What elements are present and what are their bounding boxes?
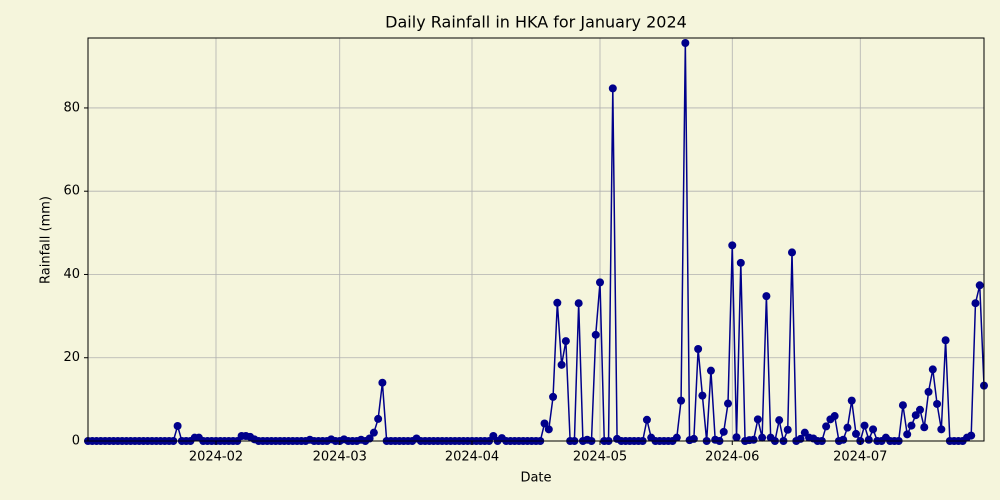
data-point [924,387,933,396]
x-tick-label: 2024-07 [833,450,887,465]
data-point [822,422,831,431]
data-point [173,422,182,431]
y-tick-label: 80 [63,100,80,115]
data-point [839,435,848,444]
data-point [596,278,604,287]
data-point [677,396,686,405]
x-tick-label: 2024-02 [189,450,243,465]
data-point [928,365,937,374]
chart-title: Daily Rainfall in HKA for January 2024 [385,13,687,32]
y-tick-label: 0 [72,434,80,449]
data-point [911,411,920,420]
data-point [907,421,916,430]
data-point [719,427,728,436]
data-point [847,396,856,405]
data-point [724,399,732,408]
x-tick-label: 2024-04 [445,450,499,465]
data-point [369,428,378,437]
x-tick-label: 2024-05 [573,450,627,465]
data-point [975,281,984,290]
data-point [749,435,758,444]
data-point [689,434,698,443]
data-point [540,419,549,428]
x-tick-label: 2024-03 [313,450,367,465]
y-tick-label: 40 [63,267,80,282]
data-point [788,248,796,257]
data-point [681,38,690,47]
data-point [608,84,617,93]
data-point [549,392,558,401]
data-point [937,425,946,434]
data-point [753,415,762,424]
x-tick-label: 2024-06 [705,450,759,465]
data-point [544,425,553,434]
data-point [591,330,600,339]
data-point [728,241,737,250]
data-point [762,292,771,301]
data-point [783,425,792,434]
data-point [374,414,383,423]
x-axis-label: Date [520,471,551,486]
data-point [561,337,570,346]
data-point [553,298,562,307]
data-point [971,299,980,308]
data-point [694,344,703,353]
data-point [843,423,852,432]
data-point [898,401,907,410]
data-point [758,433,767,442]
grid [88,38,984,442]
data-point [903,430,912,439]
y-tick-label: 20 [63,350,80,365]
data-point [706,366,715,375]
plot-frame [87,37,985,442]
data-point [736,258,745,267]
data-point [852,429,860,438]
data-point [967,431,976,440]
y-tick-label: 60 [63,184,80,199]
data-point [869,425,878,434]
data-point [830,412,839,421]
data-point [864,435,873,444]
data-point [775,416,784,425]
data-point [920,423,929,432]
data-point [941,336,950,345]
data-point [933,399,942,408]
data-point [698,391,707,400]
data-point [378,378,387,387]
data-point [574,299,583,308]
y-axis-label: Rainfall (mm) [39,196,54,284]
data-point [860,421,869,430]
data-point [732,433,741,442]
data-point [672,433,681,442]
data-point [557,360,566,369]
data-point [916,405,924,414]
data-point [642,415,651,424]
